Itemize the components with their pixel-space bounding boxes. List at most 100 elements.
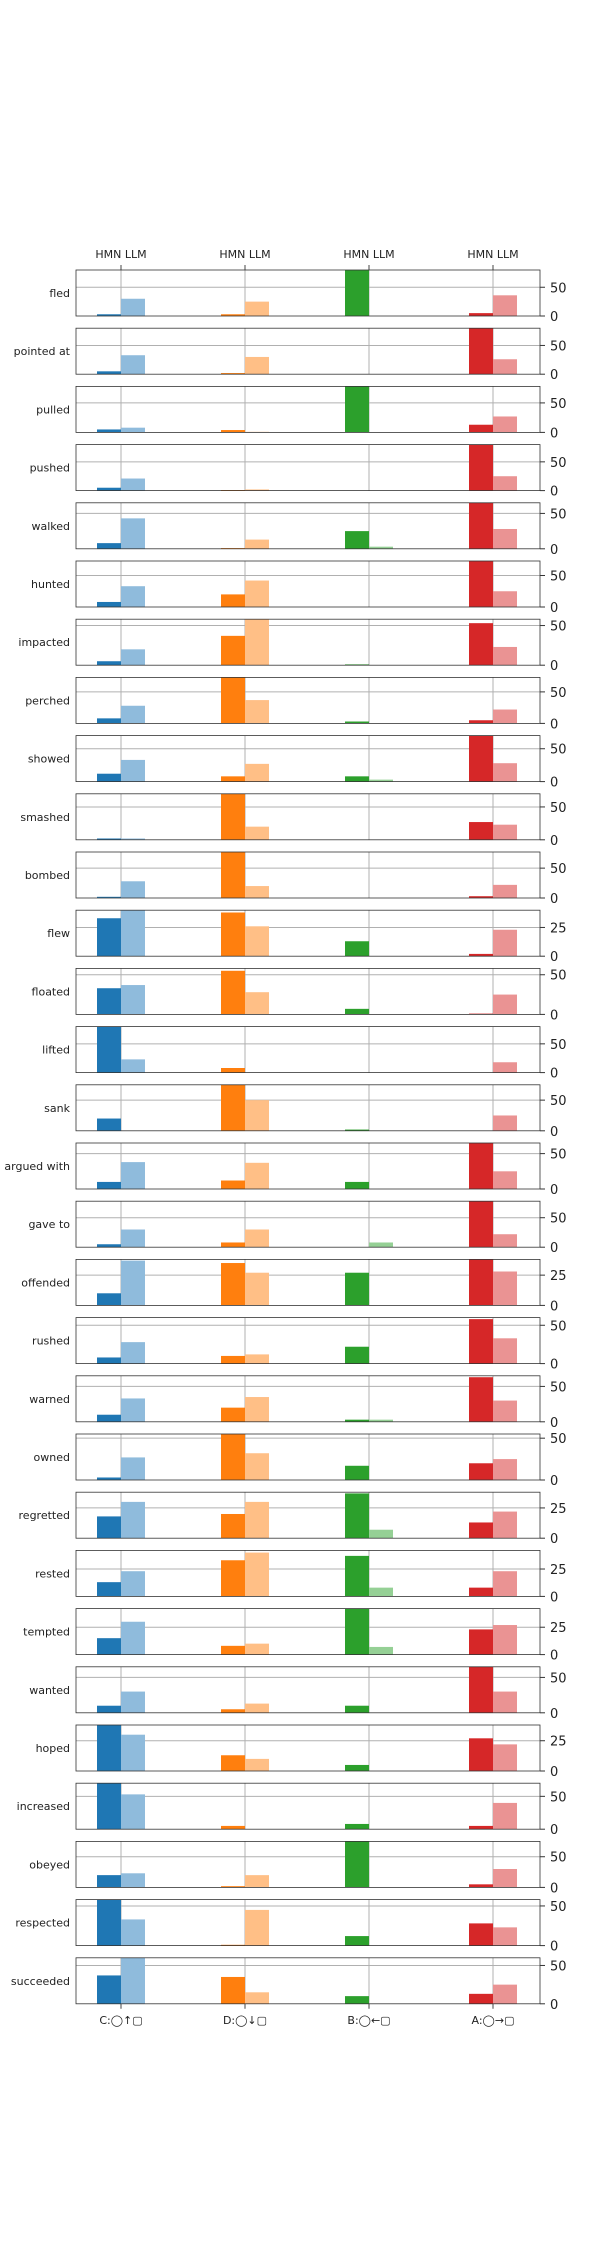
bar-llm-0: [121, 1873, 145, 1888]
bar-llm-0: [121, 1059, 145, 1073]
panel-frame: [75, 618, 541, 666]
bar-hmn-2: [345, 1705, 369, 1713]
y-tick-label: 0: [550, 950, 558, 965]
bar-hmn-0: [97, 896, 121, 898]
bar-llm-2: [369, 1529, 393, 1539]
bar-llm-3: [493, 1115, 517, 1131]
bar-hmn-3: [469, 1587, 493, 1597]
panel-perched: perched 0 50: [25, 677, 567, 732]
y-tick-label: 25: [550, 921, 567, 936]
bar-hmn-0: [97, 429, 121, 433]
panel-offended: offended 0 25: [21, 1259, 567, 1314]
row-label: respected: [15, 1917, 70, 1930]
panel-warned: warned 0 50: [29, 1375, 567, 1431]
row-label: regretted: [19, 1509, 70, 1522]
bar-hmn-3: [469, 1825, 493, 1830]
y-tick-label: 0: [550, 1474, 558, 1489]
bar-hmn-0: [97, 487, 121, 491]
y-tick-label: 0: [550, 1998, 558, 2013]
bar-llm-0: [121, 1398, 145, 1422]
bar-llm-1: [245, 763, 269, 782]
bar-llm-3: [493, 1571, 517, 1597]
bar-llm-2: [369, 1587, 393, 1597]
bar-hmn-2: [345, 1419, 369, 1422]
bar-llm-3: [493, 1802, 517, 1830]
panel-frame: [75, 1084, 541, 1132]
panel-frame: [75, 1724, 541, 1772]
bar-hmn-2: [345, 1493, 369, 1539]
bar-hmn-1: [221, 1513, 245, 1539]
y-tick-label: 0: [550, 1241, 558, 1256]
bar-hmn-2: [345, 1346, 369, 1364]
bar-llm-0: [121, 1691, 145, 1713]
panel-hunted: hunted 0 50: [31, 560, 567, 616]
bar-llm-1: [245, 1643, 269, 1655]
bar-llm-1: [245, 1229, 269, 1248]
bar-hmn-2: [345, 1181, 369, 1189]
row-label: warned: [29, 1393, 70, 1406]
bar-hmn-3: [469, 444, 493, 491]
category-label: D:◯↓▢: [223, 2014, 267, 2027]
bar-llm-0: [121, 1919, 145, 1946]
bar-hmn-3: [469, 424, 493, 433]
bar-hmn-1: [221, 677, 245, 724]
bar-llm-3: [493, 994, 517, 1015]
bar-llm-3: [493, 1400, 517, 1422]
bar-llm-3: [493, 1984, 517, 2004]
panel-frame: [75, 1899, 541, 1946]
bar-llm-1: [245, 619, 269, 666]
bar-hmn-3: [469, 1884, 493, 1888]
bar-llm-3: [493, 824, 517, 840]
panel-frame: [75, 909, 541, 957]
bar-hmn-0: [97, 1725, 121, 1771]
panel-lifted: lifted 0 50: [42, 1026, 567, 1082]
bar-hmn-2: [345, 1841, 369, 1888]
bar-hmn-1: [221, 1180, 245, 1189]
bar-hmn-0: [97, 1638, 121, 1655]
panel-frame: [75, 1375, 541, 1423]
bar-hmn-0: [97, 1516, 121, 1539]
y-tick-label: 0: [550, 1765, 558, 1780]
y-tick-label: 0: [550, 601, 558, 616]
bar-hmn-2: [345, 1608, 369, 1655]
panel-frame: [75, 851, 541, 899]
bar-hmn-2: [345, 270, 369, 316]
panel-hoped: hoped 0 25: [36, 1724, 567, 1780]
y-tick-label: 50: [550, 1148, 567, 1163]
bar-hmn-2: [345, 941, 369, 957]
y-tick-label: 0: [550, 1532, 558, 1547]
bar-llm-0: [121, 1957, 145, 2004]
bar-hmn-2: [345, 1465, 369, 1480]
bar-llm-0: [121, 1571, 145, 1597]
y-tick-label: 0: [550, 1299, 558, 1314]
category-label: C:◯↑▢: [99, 2014, 142, 2027]
column-header-label: HMN LLM: [95, 248, 146, 261]
y-tick-label: 50: [550, 1900, 567, 1915]
bar-hmn-1: [221, 594, 245, 607]
y-tick-label: 50: [550, 1959, 567, 1974]
bar-hmn-1: [221, 635, 245, 666]
bar-hmn-3: [469, 1993, 493, 2004]
bar-hmn-0: [97, 1181, 121, 1189]
panel-walked: walked 0 50: [31, 502, 567, 558]
bar-hmn-3: [469, 735, 493, 782]
bar-llm-0: [121, 1162, 145, 1189]
bar-hmn-3: [469, 1463, 493, 1480]
bar-llm-2: [369, 1646, 393, 1655]
y-tick-label: 50: [550, 686, 567, 701]
bar-llm-1: [245, 1703, 269, 1713]
y-tick-label: 25: [550, 1621, 567, 1636]
bar-llm-3: [493, 1511, 517, 1539]
column-header-label: HMN LLM: [467, 248, 518, 261]
bar-hmn-3: [469, 1666, 493, 1713]
bar-hmn-0: [97, 1118, 121, 1131]
panel-frame: [75, 1317, 541, 1364]
bar-hmn-1: [221, 1886, 245, 1888]
bar-llm-3: [493, 1869, 517, 1888]
row-label: succeeded: [11, 1975, 70, 1988]
panel-fled: fled 0 50: [49, 269, 567, 325]
y-tick-label: 50: [550, 1671, 567, 1686]
bar-hmn-3: [469, 1522, 493, 1539]
y-tick-label: 50: [550, 339, 567, 354]
row-label: showed: [28, 753, 70, 766]
